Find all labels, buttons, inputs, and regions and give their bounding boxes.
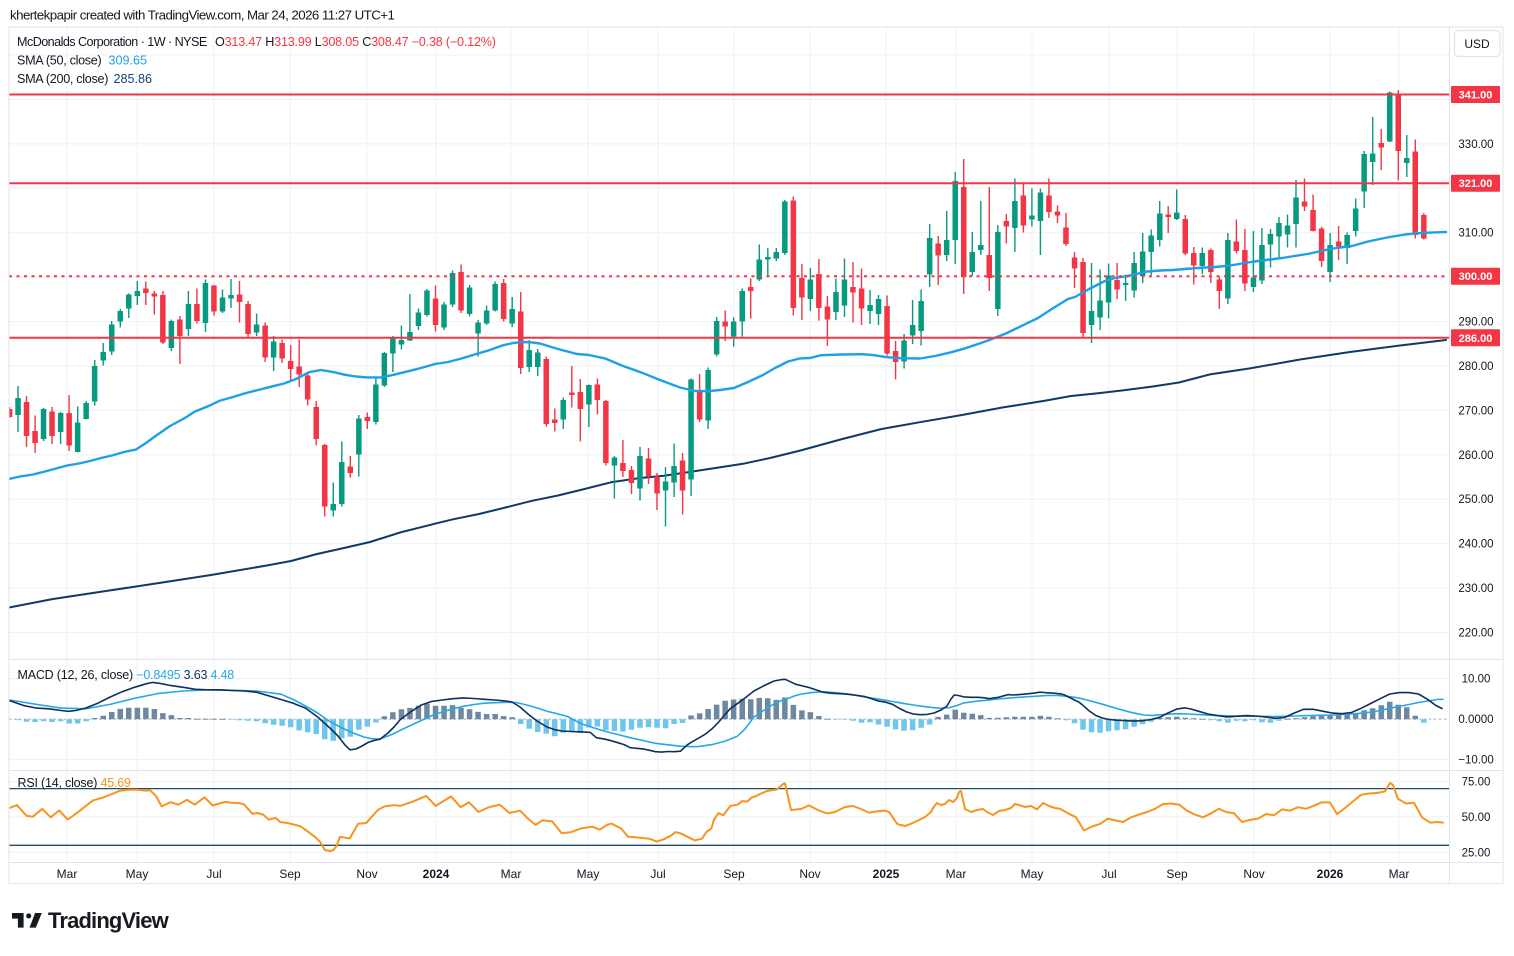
svg-text:2024: 2024 <box>423 867 450 881</box>
svg-text:Jul: Jul <box>1101 867 1116 881</box>
svg-text:309.65: 309.65 <box>109 54 148 68</box>
svg-text:Mar: Mar <box>1389 867 1410 881</box>
svg-text:25.00: 25.00 <box>1462 847 1491 859</box>
svg-text:260.00: 260.00 <box>1458 450 1493 462</box>
svg-text:250.00: 250.00 <box>1458 494 1493 506</box>
svg-text:2025: 2025 <box>873 867 900 881</box>
svg-text:SMA (50, close): SMA (50, close) <box>17 54 101 68</box>
svg-text:300.00: 300.00 <box>1459 271 1493 283</box>
svg-text:290.00: 290.00 <box>1458 317 1493 329</box>
svg-text:May: May <box>126 867 149 881</box>
svg-text:Jul: Jul <box>206 867 221 881</box>
svg-text:75.00: 75.00 <box>1462 777 1491 789</box>
svg-text:341.00: 341.00 <box>1459 90 1493 102</box>
svg-text:SMA (200, close): SMA (200, close) <box>17 72 108 86</box>
svg-text:Jul: Jul <box>650 867 665 881</box>
svg-text:240.00: 240.00 <box>1458 539 1493 551</box>
svg-text:TradingView: TradingView <box>48 908 170 933</box>
svg-text:310.00: 310.00 <box>1458 228 1493 240</box>
svg-text:Sep: Sep <box>1166 867 1188 881</box>
svg-text:Sep: Sep <box>723 867 745 881</box>
svg-text:−10.00: −10.00 <box>1458 754 1494 766</box>
svg-text:270.00: 270.00 <box>1458 405 1493 417</box>
svg-text:330.00: 330.00 <box>1458 139 1493 151</box>
svg-text:0.0000: 0.0000 <box>1458 714 1493 726</box>
svg-text:321.00: 321.00 <box>1459 178 1493 190</box>
svg-text:McDonalds Corporation · 1W · N: McDonalds Corporation · 1W · NYSE <box>17 35 207 49</box>
svg-text:230.00: 230.00 <box>1458 583 1493 595</box>
svg-text:May: May <box>1021 867 1044 881</box>
svg-text:2026: 2026 <box>1317 867 1344 881</box>
svg-text:286.00: 286.00 <box>1459 333 1493 345</box>
svg-text:O313.47 H313.99 L308.05 C308.4: O313.47 H313.99 L308.05 C308.47 −0.38 (−… <box>215 35 496 49</box>
svg-text:285.86: 285.86 <box>114 72 153 86</box>
svg-text:10.00: 10.00 <box>1462 674 1491 686</box>
svg-text:Mar: Mar <box>946 867 967 881</box>
svg-text:Mar: Mar <box>501 867 522 881</box>
svg-text:khertekpapir created with Trad: khertekpapir created with TradingView.co… <box>10 8 394 23</box>
svg-text:May: May <box>577 867 600 881</box>
svg-text:220.00: 220.00 <box>1458 628 1493 640</box>
svg-text:Nov: Nov <box>799 867 820 881</box>
svg-text:Nov: Nov <box>356 867 377 881</box>
svg-text:Mar: Mar <box>57 867 78 881</box>
svg-text:RSI (14, close) 45.69: RSI (14, close) 45.69 <box>18 776 131 790</box>
svg-text:USD: USD <box>1464 37 1490 51</box>
svg-text:50.00: 50.00 <box>1462 812 1491 824</box>
svg-text:Nov: Nov <box>1243 867 1264 881</box>
svg-text:280.00: 280.00 <box>1458 361 1493 373</box>
svg-text:Sep: Sep <box>279 867 301 881</box>
svg-text:MACD (12, 26, close) −0.8495 3: MACD (12, 26, close) −0.8495 3.63 4.48 <box>18 668 235 682</box>
